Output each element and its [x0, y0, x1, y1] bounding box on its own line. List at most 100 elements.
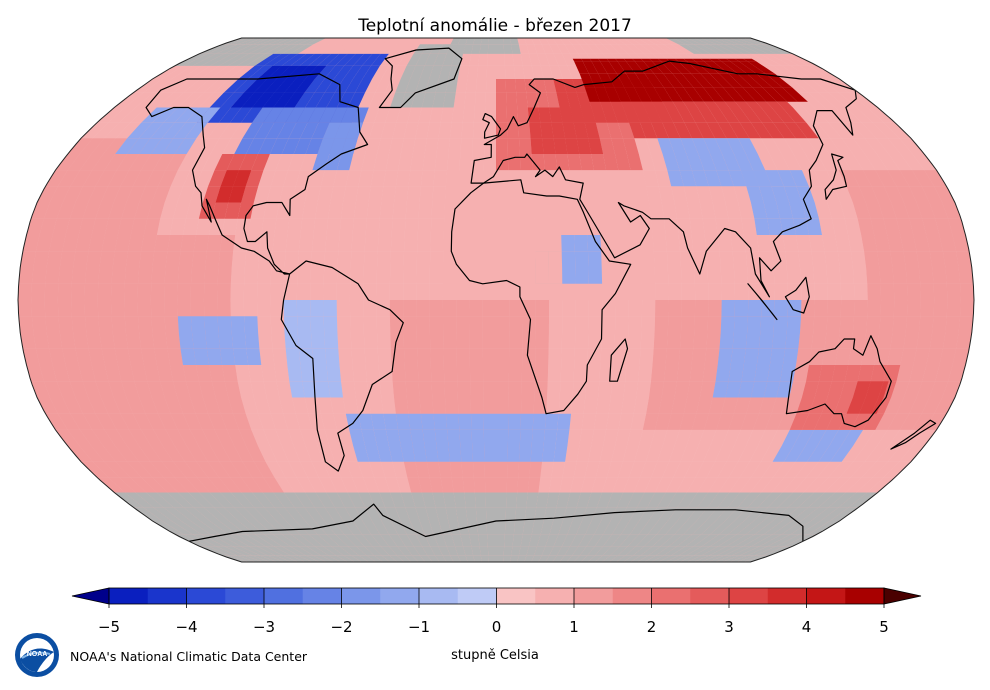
ocean-cell: [573, 461, 589, 478]
ocean-cell: [257, 316, 272, 333]
ocean-cell: [433, 170, 448, 187]
ocean-cell: [629, 461, 646, 478]
ocean-cell: [270, 170, 288, 187]
ocean-cell: [602, 300, 616, 317]
ocean-cell: [283, 170, 301, 187]
ocean-cell: [385, 154, 401, 171]
ocean-cell: [572, 381, 587, 398]
ocean-cell: [455, 79, 468, 93]
ocean-cell: [374, 477, 390, 493]
ocean-cell: [251, 429, 270, 446]
ocean-cell: [235, 365, 251, 382]
ocean-cell: [193, 79, 220, 93]
ocean-cell: [618, 413, 634, 430]
ocean-cell: [363, 300, 377, 317]
ocean-cell: [653, 251, 668, 268]
ocean-cell: [365, 365, 380, 382]
ocean-cell: [520, 53, 532, 66]
ocean-cell: [524, 38, 534, 45]
ocean-cell: [565, 446, 580, 462]
ocean-cell: [323, 283, 337, 300]
ocean-cell: [460, 138, 473, 154]
ocean-cell: [115, 122, 142, 139]
ocean-cell: [253, 397, 271, 414]
ocean-cell: [623, 477, 641, 493]
ocean-cell: [392, 461, 408, 478]
ocean-cell: [108, 107, 136, 123]
ocean-cell: [469, 53, 480, 66]
ocean-cell: [276, 381, 293, 398]
ocean-cell: [295, 413, 313, 430]
ocean-cell: [394, 186, 409, 203]
ocean-cell: [365, 218, 380, 235]
colorbar-swatch: [225, 588, 265, 604]
ocean-cell: [104, 122, 131, 139]
ocean-cell: [447, 154, 461, 171]
ocean-cell: [419, 186, 434, 203]
ocean-cell: [265, 461, 286, 478]
ocean-cell: [391, 218, 406, 235]
ocean-cell: [300, 218, 316, 235]
ocean-cell: [634, 138, 651, 154]
ocean-cell: [307, 477, 327, 493]
ocean-cell: [241, 397, 259, 414]
ocean-cell: [634, 446, 651, 462]
ocean-cell: [430, 218, 445, 235]
ocean-cell: [570, 477, 585, 493]
ocean-cell: [231, 122, 253, 139]
ocean-cell: [448, 138, 462, 154]
ocean-cell: [164, 186, 184, 203]
colorbar-high-arrow: [883, 587, 922, 605]
ocean-cell: [357, 461, 374, 478]
ocean-cell: [541, 44, 554, 54]
ocean-cell: [418, 107, 433, 123]
ocean-cell: [564, 44, 579, 54]
ocean-cell: [366, 202, 382, 219]
ocean-cell: [376, 300, 390, 317]
ocean-cell: [231, 251, 247, 268]
ocean-cell: [207, 122, 230, 139]
ocean-cell: [324, 429, 342, 446]
ocean-cell: [569, 413, 584, 430]
ocean-cell: [416, 267, 430, 284]
ocean-cell: [289, 202, 305, 219]
ocean-cell: [548, 316, 563, 333]
ocean-cell: [579, 429, 594, 446]
ocean-cell: [333, 170, 350, 187]
ocean-cell: [465, 79, 477, 93]
ocean-cell: [334, 461, 352, 478]
ocean-cell: [272, 348, 288, 365]
ocean-cell: [329, 477, 348, 493]
ocean-cell: [325, 235, 340, 252]
ocean-cell: [522, 65, 535, 79]
colorbar-tick-label: −1: [407, 618, 431, 636]
ocean-cell: [429, 283, 443, 300]
ocean-cell: [627, 332, 642, 349]
ocean-cell: [462, 107, 475, 123]
ocean-cell: [459, 154, 473, 171]
ocean-cell: [430, 235, 444, 252]
ocean-cell: [389, 267, 404, 284]
ocean-cell: [636, 381, 651, 398]
ocean-cell: [654, 267, 669, 284]
ocean-cell: [257, 267, 272, 284]
ocean-cell: [407, 107, 422, 123]
ocean-cell: [615, 300, 629, 317]
ocean-cell: [285, 477, 306, 493]
colorbar-swatch: [302, 588, 342, 604]
ocean-cell: [270, 316, 285, 333]
ocean-cell: [378, 218, 393, 235]
ocean-cell: [296, 283, 311, 300]
ocean-cell: [529, 53, 541, 66]
ocean-cell: [580, 38, 595, 45]
ocean-cell: [614, 332, 629, 349]
ocean-cell: [173, 79, 201, 93]
ocean-cell: [302, 202, 318, 219]
ocean-cell: [591, 429, 607, 446]
ocean-cell: [429, 107, 443, 123]
ocean-cell: [341, 202, 356, 219]
ocean-cell: [596, 397, 611, 414]
ocean-cell: [263, 202, 280, 219]
ocean-cell: [547, 381, 561, 398]
map-title: Teplotní anomálie - březen 2017: [358, 16, 632, 36]
